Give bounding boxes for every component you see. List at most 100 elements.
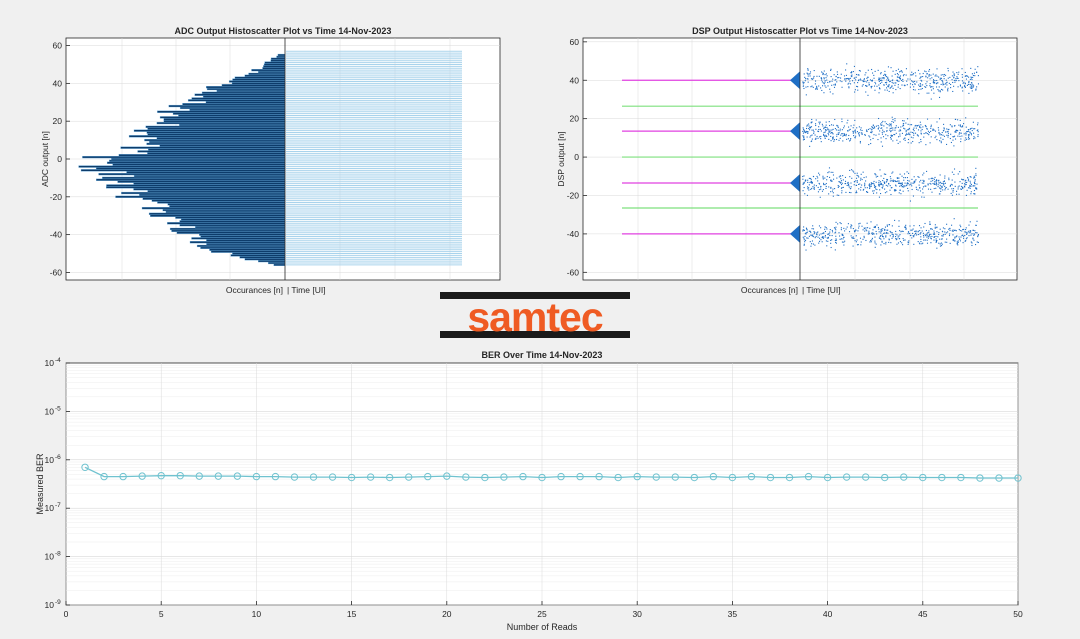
dsp-scatter-point	[889, 123, 891, 125]
dsp-scatter-point	[891, 232, 893, 234]
dsp-scatter-point	[842, 175, 844, 177]
dsp-scatter-point	[853, 82, 855, 84]
dsp-scatter-point	[815, 185, 817, 187]
dsp-scatter-point	[882, 129, 884, 131]
dsp-scatter-point	[856, 191, 858, 194]
dsp-scatter-point	[890, 231, 892, 233]
dsp-scatter-point	[959, 85, 962, 87]
dsp-scatter-point	[958, 193, 960, 195]
dsp-scatter-point	[854, 137, 856, 139]
dsp-scatter-point	[891, 172, 893, 174]
dsp-scatter-point	[936, 82, 938, 84]
ber-point	[405, 473, 413, 481]
dsp-scatter-point	[947, 231, 949, 233]
dsp-scatter-point	[923, 136, 925, 138]
adc-hist-bar	[205, 101, 286, 104]
dsp-scatter-point	[839, 238, 841, 240]
dsp-scatter-point	[819, 136, 821, 138]
dsp-scatter-point	[811, 85, 813, 87]
adc-hist-bar	[141, 207, 286, 210]
dsp-scatter-point	[946, 238, 948, 240]
dsp-scatter-point	[806, 231, 808, 233]
adc-xlabel-right: | Time [UI]	[287, 285, 326, 295]
dsp-scatter-point	[940, 190, 942, 192]
dsp-scatter-point	[802, 135, 804, 137]
dsp-scatter-point	[825, 182, 827, 185]
dsp-scatter-point	[965, 137, 967, 139]
adc-hist-bar	[175, 216, 286, 219]
dsp-scatter-point	[946, 241, 948, 243]
dsp-scatter-point	[958, 185, 960, 187]
dsp-scatter-point	[903, 179, 905, 181]
dsp-scatter-point	[807, 132, 809, 134]
ber-point	[976, 474, 984, 482]
dsp-scatter-point	[808, 125, 810, 127]
dsp-scatter-point	[907, 243, 909, 245]
dsp-scatter-point	[882, 185, 884, 187]
dsp-scatter-point	[938, 129, 940, 131]
adc-ytick-label: 60	[53, 41, 63, 51]
dsp-scatter-point	[889, 176, 891, 178]
dsp-scatter-point	[803, 87, 805, 90]
dsp-scatter-point	[918, 184, 920, 186]
dsp-scatter-point	[938, 193, 940, 195]
dsp-scatter-point	[938, 131, 940, 133]
dsp-scatter-point	[959, 229, 961, 232]
dsp-scatter-point	[848, 183, 850, 185]
dsp-scatter-point	[829, 231, 831, 233]
dsp-scatter-point	[872, 137, 874, 140]
dsp-scatter-point	[937, 184, 939, 186]
dsp-scatter-point	[960, 226, 962, 228]
dsp-scatter-point	[802, 128, 805, 130]
dsp-scatter-point	[806, 186, 809, 188]
dsp-scatter-point	[912, 84, 914, 86]
dsp-scatter-point	[826, 245, 828, 247]
dsp-scatter-point	[901, 242, 903, 244]
dsp-scatter-point	[884, 192, 886, 194]
dsp-scatter-point	[823, 78, 825, 80]
dsp-scatter-point	[943, 135, 946, 137]
adc-hist-bar	[156, 137, 286, 140]
dsp-scatter-point	[962, 235, 965, 237]
dsp-scatter-point	[872, 190, 874, 192]
ber-xlabel: Number of Reads	[507, 622, 578, 632]
dsp-scatter-point	[969, 182, 971, 184]
dsp-scatter-point	[900, 231, 902, 233]
dsp-scatter-point	[946, 128, 948, 130]
dsp-scatter-point	[887, 232, 889, 234]
dsp-scatter-point	[930, 89, 933, 91]
dsp-scatter-point	[875, 185, 877, 187]
dsp-scatter-point	[810, 177, 812, 180]
dsp-scatter-point	[851, 72, 853, 74]
dsp-scatter-point	[808, 123, 810, 125]
dsp-scatter-point	[923, 236, 925, 238]
dsp-scatter-point	[810, 245, 812, 247]
dsp-scatter-point	[929, 83, 931, 85]
dsp-scatter-point	[803, 175, 805, 177]
dsp-scatter-point	[828, 131, 830, 133]
adc-ytick-label: 0	[57, 154, 62, 164]
dsp-scatter-point	[864, 74, 866, 76]
dsp-scatter-point	[914, 181, 916, 183]
dsp-scatter-point	[821, 89, 823, 92]
dsp-scatter-point	[833, 139, 836, 141]
dsp-scatter-point	[926, 92, 928, 94]
dsp-scatter-point	[938, 86, 940, 88]
dsp-scatter-point	[941, 230, 943, 232]
dsp-scatter-point	[922, 242, 924, 244]
dsp-scatter-point	[936, 226, 938, 228]
dsp-scatter-point	[958, 71, 960, 73]
dsp-scatter-point	[952, 239, 954, 242]
dsp-scatter-point	[956, 235, 958, 237]
dsp-scatter-point	[881, 122, 883, 124]
dsp-scatter-point	[907, 133, 909, 135]
dsp-scatter-point	[904, 85, 906, 87]
dsp-scatter-point	[846, 138, 848, 140]
dsp-scatter-point	[877, 128, 879, 130]
adc-hist-bar	[210, 250, 286, 253]
dsp-scatter-point	[905, 131, 907, 133]
dsp-scatter-point	[918, 176, 920, 178]
adc-hist-bar	[168, 104, 286, 108]
